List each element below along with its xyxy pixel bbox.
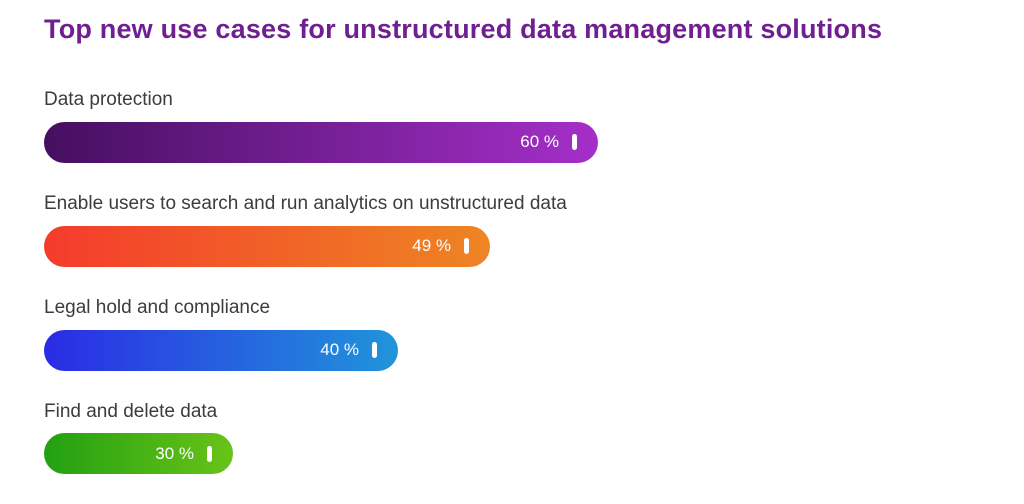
- bar: 30 %: [44, 433, 233, 475]
- chart-title: Top new use cases for unstructured data …: [44, 14, 883, 44]
- bar: 49 %: [44, 225, 490, 267]
- bar-chart: Data protection 60 % Enable users to searc…: [44, 89, 1024, 475]
- bar-label: Find and delete data: [44, 400, 218, 422]
- tick-mark-icon: [464, 238, 469, 255]
- bar-group: Legal hold and compliance 40 %: [44, 297, 1024, 371]
- bar: 40 %: [44, 329, 398, 371]
- bar-group: Data protection 60 %: [44, 89, 1024, 163]
- tick-mark-icon: [372, 342, 377, 359]
- tick-mark-icon: [207, 445, 212, 462]
- bar-label: Legal hold and compliance: [44, 296, 271, 318]
- chart-container: Top new use cases for unstructured data …: [44, 14, 1024, 475]
- bar-value: 30 %: [155, 443, 194, 463]
- bar: 60 %: [44, 121, 598, 163]
- bar-value: 40 %: [320, 340, 359, 360]
- bar-label: Enable users to search and run analytics…: [44, 192, 567, 214]
- tick-mark-icon: [572, 134, 577, 151]
- bar-label: Data protection: [44, 89, 173, 110]
- bar-group: Find and delete data 30 %: [44, 401, 1024, 475]
- bar-value: 60 %: [520, 132, 559, 152]
- bar-value: 49 %: [412, 236, 451, 256]
- bar-group: Enable users to search and run analytics…: [44, 193, 1024, 267]
